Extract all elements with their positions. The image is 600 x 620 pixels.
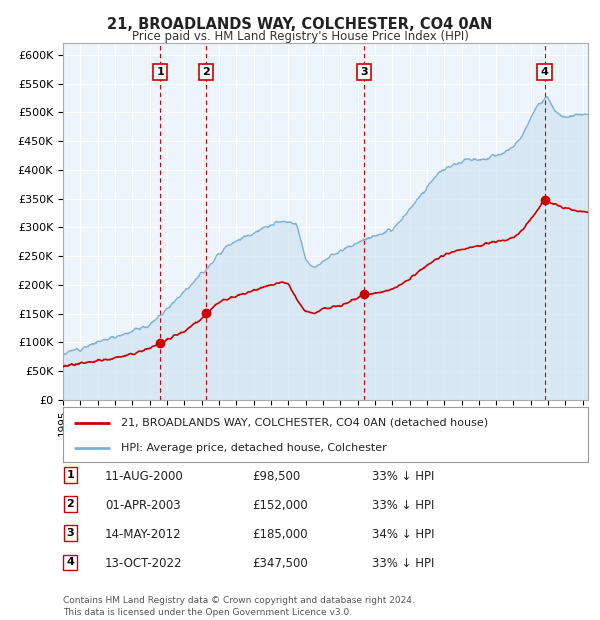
Text: 1: 1 (157, 67, 164, 77)
Text: 1: 1 (67, 470, 74, 480)
Text: 2: 2 (202, 67, 210, 77)
Text: 4: 4 (66, 557, 74, 567)
Text: Price paid vs. HM Land Registry's House Price Index (HPI): Price paid vs. HM Land Registry's House … (131, 30, 469, 43)
Text: 3: 3 (67, 528, 74, 538)
Text: 33% ↓ HPI: 33% ↓ HPI (372, 470, 434, 483)
Text: £152,000: £152,000 (252, 499, 308, 512)
Text: Contains HM Land Registry data © Crown copyright and database right 2024.
This d: Contains HM Land Registry data © Crown c… (63, 596, 415, 617)
Text: 34% ↓ HPI: 34% ↓ HPI (372, 528, 434, 541)
Text: 2: 2 (67, 499, 74, 509)
Text: 3: 3 (360, 67, 368, 77)
Text: 21, BROADLANDS WAY, COLCHESTER, CO4 0AN: 21, BROADLANDS WAY, COLCHESTER, CO4 0AN (107, 17, 493, 32)
Text: 01-APR-2003: 01-APR-2003 (105, 499, 181, 512)
Text: 4: 4 (541, 67, 548, 77)
Text: 11-AUG-2000: 11-AUG-2000 (105, 470, 184, 483)
Text: 13-OCT-2022: 13-OCT-2022 (105, 557, 182, 570)
Text: £347,500: £347,500 (252, 557, 308, 570)
Text: £98,500: £98,500 (252, 470, 300, 483)
Text: 33% ↓ HPI: 33% ↓ HPI (372, 499, 434, 512)
Text: £185,000: £185,000 (252, 528, 308, 541)
Text: HPI: Average price, detached house, Colchester: HPI: Average price, detached house, Colc… (121, 443, 386, 453)
Text: 33% ↓ HPI: 33% ↓ HPI (372, 557, 434, 570)
Text: 14-MAY-2012: 14-MAY-2012 (105, 528, 182, 541)
Text: 21, BROADLANDS WAY, COLCHESTER, CO4 0AN (detached house): 21, BROADLANDS WAY, COLCHESTER, CO4 0AN … (121, 418, 488, 428)
